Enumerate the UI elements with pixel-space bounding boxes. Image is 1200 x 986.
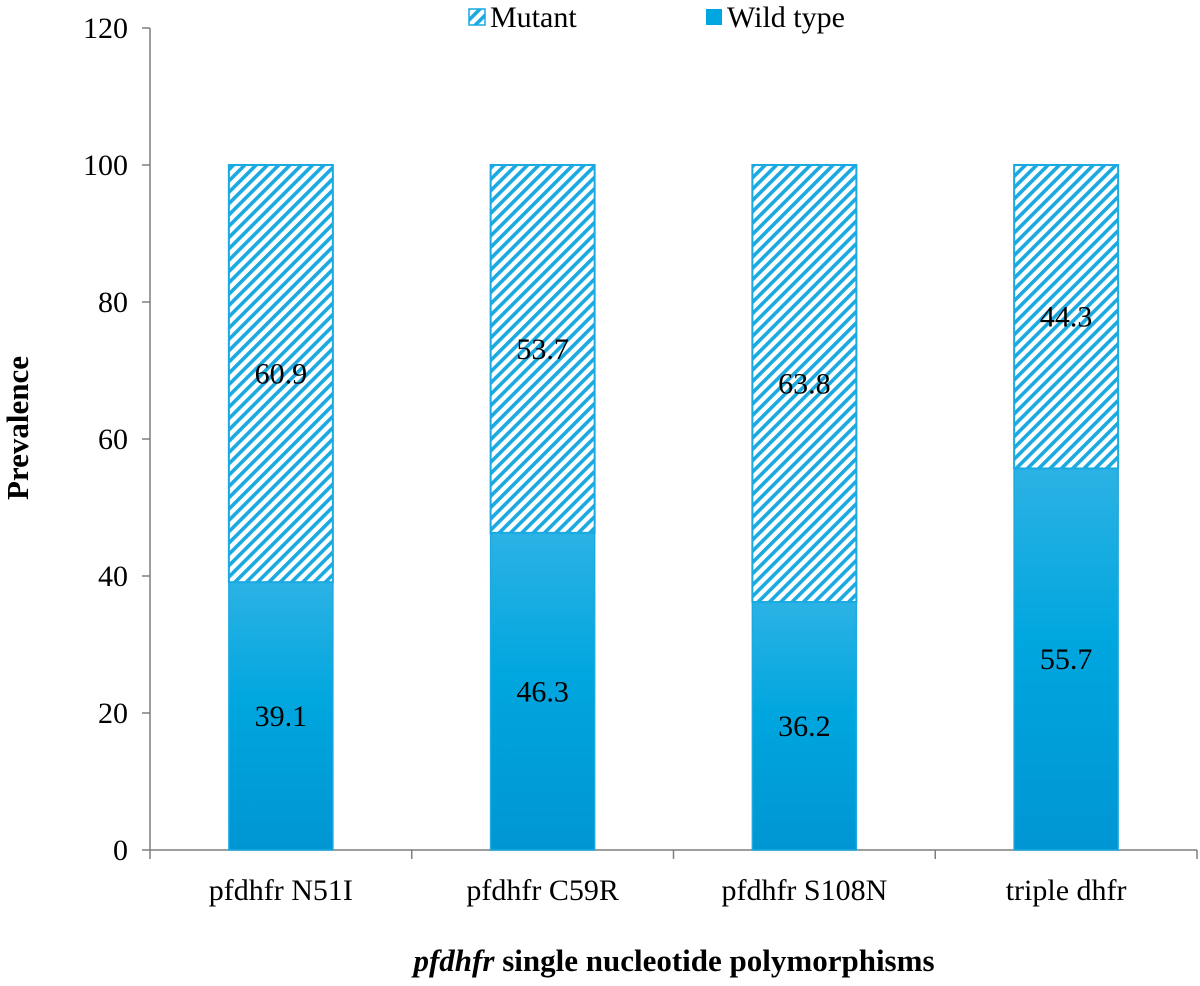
data-labels: 39.1 60.9 46.3 53.7 36.2 63.8 55.7 44.3 <box>255 301 1093 743</box>
data-label-wild-type: 39.1 <box>255 700 308 733</box>
y-tick-label: 60 <box>98 423 128 456</box>
y-tick-label: 80 <box>98 286 128 319</box>
data-label-wild-type: 55.7 <box>1040 643 1093 676</box>
data-label-mutant: 60.9 <box>255 358 308 391</box>
y-tick-label: 40 <box>98 560 128 593</box>
bar-mutant <box>227 164 334 584</box>
data-label-wild-type: 36.2 <box>778 710 831 743</box>
legend-mutant-label: Mutant <box>490 1 577 34</box>
bar-mutant <box>1013 164 1120 470</box>
bar-wild-type <box>1013 467 1119 851</box>
y-tick-label: 20 <box>98 697 128 730</box>
bar-wild-type <box>751 601 858 851</box>
legend-wild-type-label: Wild type <box>727 1 845 34</box>
legend: Mutant Wild type <box>468 1 845 34</box>
bar-mutant <box>751 164 858 604</box>
data-label-mutant: 63.8 <box>778 368 831 401</box>
x-axis-title: pfdhfr single nucleotide polymorphisms <box>410 943 934 978</box>
y-axis-ticks: 0 20 40 60 80 100 120 <box>83 12 150 867</box>
bar-mutant <box>489 164 596 534</box>
legend-wild-type-swatch <box>706 9 722 25</box>
x-category-label: triple dhfr <box>1006 874 1127 907</box>
y-tick-label: 0 <box>113 834 128 867</box>
legend-mutant-swatch <box>468 8 486 26</box>
bar-wild-type <box>228 581 334 851</box>
x-category-label: pfdhfr C59R <box>466 874 619 907</box>
y-tick-label: 100 <box>83 149 128 182</box>
data-label-mutant: 53.7 <box>516 333 569 366</box>
x-axis-ticks: pfdhfr N51I pfdhfr C59R pfdhfr S108N triple… <box>149 850 1198 907</box>
x-category-label: pfdhfr N51I <box>209 874 353 907</box>
data-label-wild-type: 46.3 <box>516 675 569 708</box>
y-tick-label: 120 <box>83 12 128 45</box>
x-axis-title-italic: pfdhfr <box>410 943 495 978</box>
bars <box>227 164 1120 851</box>
x-axis-title-rest: single nucleotide polymorphisms <box>494 943 934 978</box>
bar-wild-type <box>489 532 596 851</box>
data-label-mutant: 44.3 <box>1040 301 1093 334</box>
y-axis-title: Prevalence <box>0 356 35 500</box>
x-category-label: pfdhfr S108N <box>721 874 887 907</box>
